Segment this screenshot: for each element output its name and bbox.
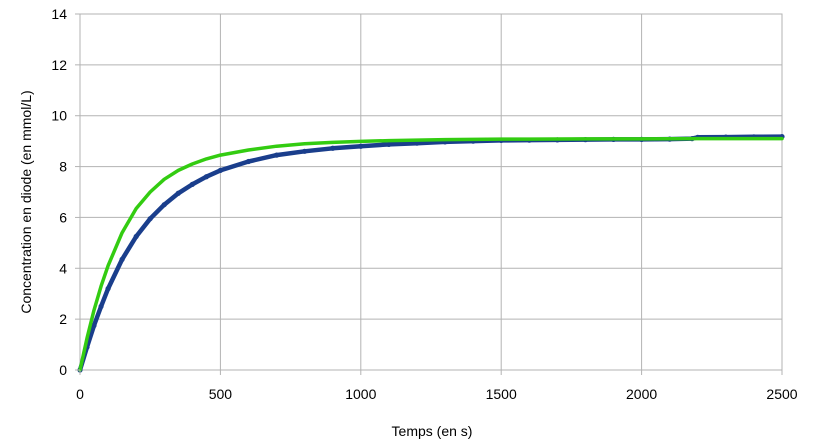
series-1-point [245,158,252,165]
series-1-point [161,202,167,208]
series-1-point [330,145,336,151]
x-tick-label-1000: 1000 [345,386,376,402]
y-tick-labels: 0 2 4 6 8 10 12 14 [51,6,80,378]
plot-border [79,13,783,371]
series-1-point [119,256,125,262]
series-1-point [105,286,111,292]
x-tick-label-2500: 2500 [766,386,797,402]
grid-lines [79,13,783,371]
x-tick-label-2000: 2000 [626,386,657,402]
y-tick-label-6: 6 [59,209,67,225]
x-tick-labels: 0 500 1000 1500 2000 2500 [76,370,798,402]
y-tick-label-10: 10 [51,108,67,124]
y-tick-label-12: 12 [51,57,67,73]
series-line-1 [77,134,785,373]
series-1-point [189,181,195,187]
series-1-point [133,233,139,240]
series-1-point [358,143,364,149]
series-1-point [217,167,223,173]
y-tick-label-0: 0 [59,362,67,378]
series-layer [77,133,785,373]
series-1-point [273,152,280,158]
y-tick-label-14: 14 [51,6,67,22]
series-1-point [175,190,181,196]
series-1-point [98,303,104,310]
y-tick-label-2: 2 [59,311,67,327]
y-axis-title: Concentration en diode (en mmol/L) [18,90,34,313]
series-1-point [386,141,392,148]
series-line-2 [78,136,784,372]
x-axis-title: Temps (en s) [392,423,473,439]
series-1-point [414,140,420,146]
plot-frame [79,13,783,371]
series-1-point [302,148,308,154]
series-1-point [91,322,97,329]
y-tick-label-8: 8 [59,159,67,175]
x-tick-label-500: 500 [209,386,233,402]
series-1-point [203,174,209,180]
y-tick-label-4: 4 [59,260,67,276]
series-1-point [147,216,153,222]
x-tick-label-0: 0 [76,386,84,402]
x-tick-label-1500: 1500 [486,386,517,402]
